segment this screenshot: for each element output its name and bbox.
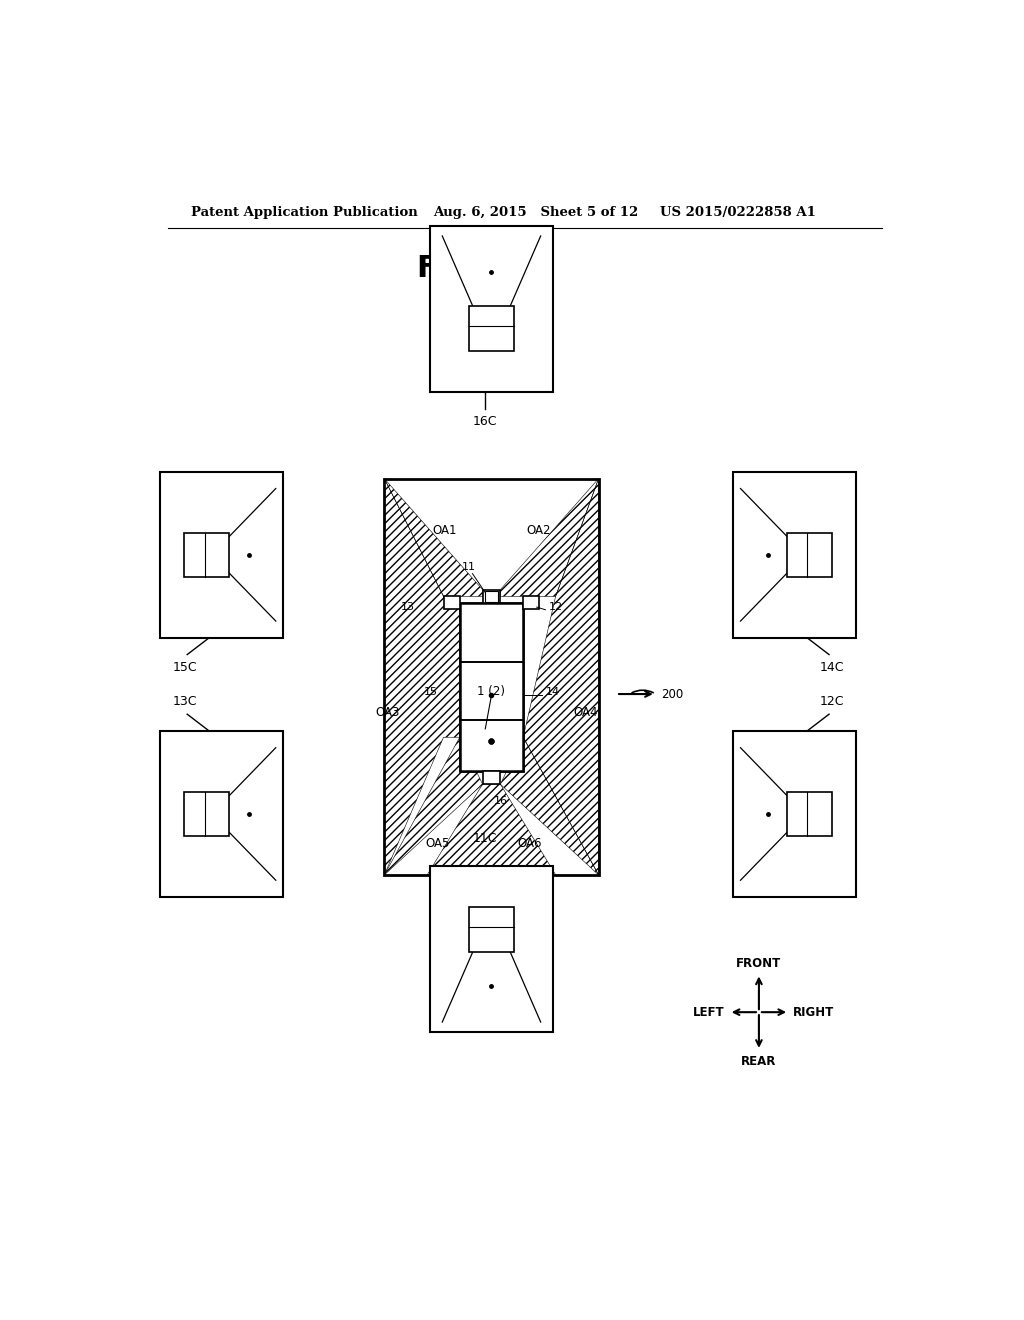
Text: 16: 16 [494,796,508,807]
Text: 1 (2): 1 (2) [477,685,506,698]
Bar [733,473,856,638]
Text: OA2: OA2 [526,524,551,537]
Text: 12C: 12C [819,696,844,708]
Text: LEFT: LEFT [693,1006,725,1019]
Bar [460,603,523,771]
Text: RIGHT: RIGHT [793,1006,835,1019]
Text: OA1: OA1 [432,524,457,537]
Text: OA6: OA6 [518,837,543,850]
Bar [733,731,856,896]
Bar [786,792,831,836]
Text: Aug. 6, 2015   Sheet 5 of 12: Aug. 6, 2015 Sheet 5 of 12 [433,206,639,219]
Bar [469,907,514,952]
Text: FIG.5: FIG.5 [417,253,506,282]
Bar [384,479,599,875]
Bar [482,590,501,603]
Text: 15: 15 [424,688,437,697]
Text: OA3: OA3 [376,706,400,719]
Bar [443,597,460,609]
Text: 13: 13 [401,602,416,611]
Text: 13C: 13C [172,696,197,708]
Bar [786,533,831,577]
Bar [485,591,498,602]
Bar [184,792,229,836]
Bar [184,533,229,577]
Text: 14: 14 [546,688,559,697]
Bar [160,731,284,896]
Bar [469,306,514,351]
Text: OA4: OA4 [572,706,597,719]
Bar [482,771,501,784]
Text: FRONT: FRONT [736,957,781,970]
Bar [430,226,553,392]
Text: 14C: 14C [819,661,844,673]
Bar [430,866,553,1032]
Bar [460,603,523,771]
Text: REAR: REAR [741,1055,776,1068]
Text: 11C: 11C [473,832,498,845]
Text: Patent Application Publication: Patent Application Publication [191,206,418,219]
Text: 200: 200 [662,688,684,701]
Bar [523,597,540,609]
Text: 12: 12 [549,602,563,611]
Text: 11: 11 [462,561,476,572]
Text: OA5: OA5 [426,837,451,850]
Bar [160,473,284,638]
Text: US 2015/0222858 A1: US 2015/0222858 A1 [659,206,815,219]
Text: 16C: 16C [473,414,498,428]
Text: 15C: 15C [172,661,197,673]
